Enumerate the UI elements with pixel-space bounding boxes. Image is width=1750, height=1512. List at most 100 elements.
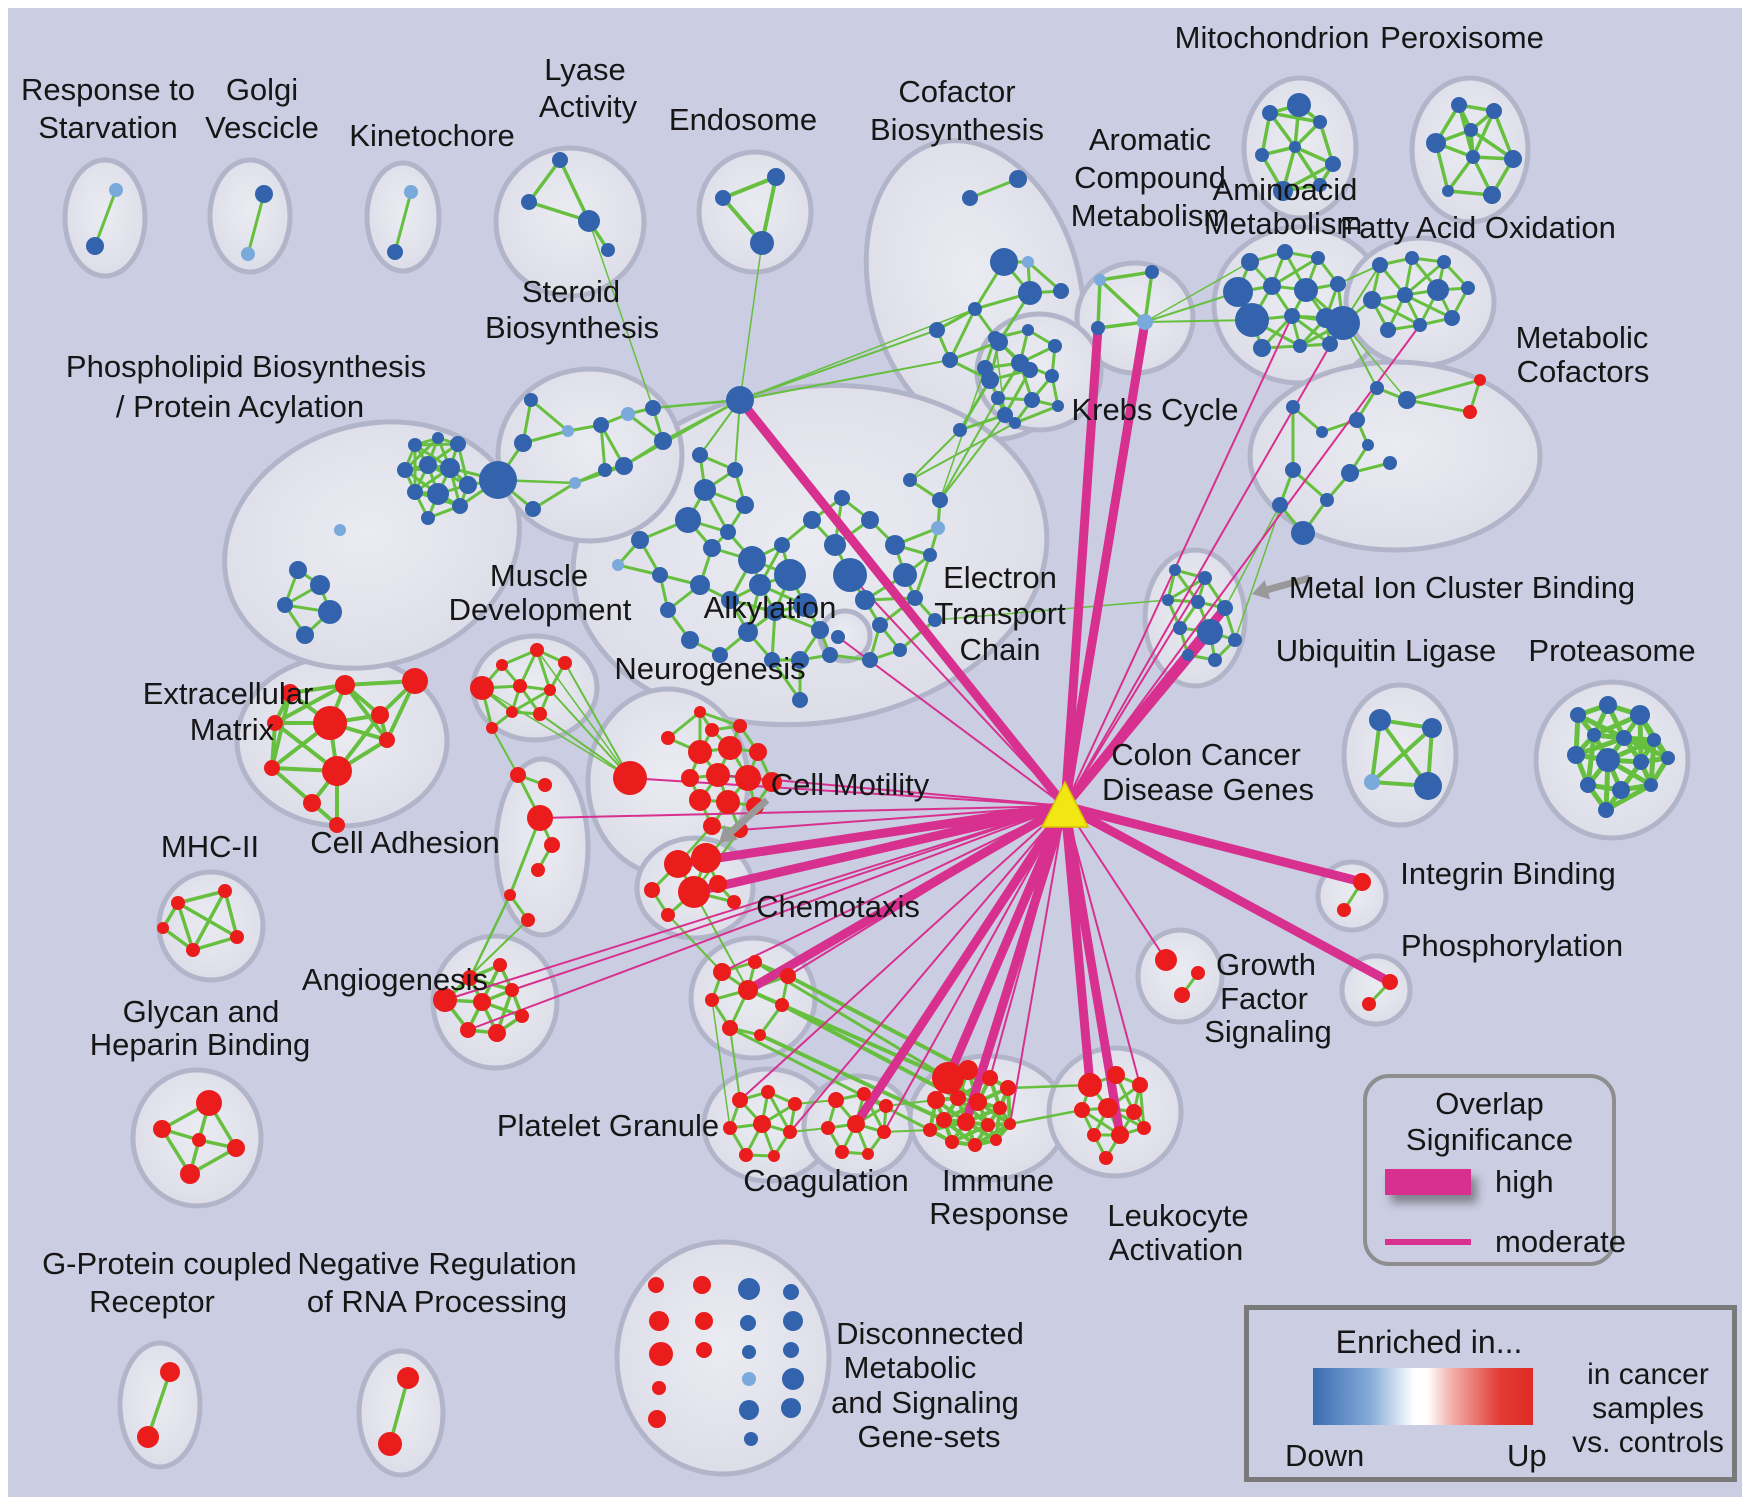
cross-cluster-edge [739, 242, 763, 401]
gene-set-edge [246, 192, 266, 256]
cross-cluster-edge [1144, 261, 1251, 323]
gene-set-node-mhc-ii [157, 922, 169, 934]
gene-set-node-metabolic-cofactors [1463, 405, 1477, 419]
gene-set-node-response-to-starvation [109, 183, 123, 197]
label-endosome: Endosome [669, 102, 817, 137]
cluster-ellipse-mhc-ii [156, 869, 266, 983]
gene-set-node-aminoacid-metabolism [1322, 336, 1338, 352]
gene-set-node-metabolic-cofactors [1291, 521, 1315, 545]
gene-set-node-aminoacid-metabolism [1284, 308, 1300, 324]
gene-set-node-cofactor-biosynthesis [953, 423, 967, 437]
gene-set-node-metabolic-cofactors [1474, 374, 1486, 386]
gene-set-node-fatty-acid-oxidation [1380, 322, 1396, 338]
gene-set-node-electron-transport-chain [822, 647, 838, 663]
gene-set-node-electron-transport-chain [791, 651, 809, 669]
gene-set-edge [223, 889, 239, 939]
gene-set-node-steroid-biosynthesis [598, 463, 612, 477]
overlap-edge-high [961, 801, 1070, 1127]
gene-set-node-disconnected-gene-sets [695, 1312, 713, 1330]
gene-set-node-platelet-granule [788, 1097, 802, 1111]
gene-set-node-leukocyte-activation [1111, 1126, 1129, 1144]
gene-set-node-lyase-activity [552, 152, 568, 168]
gene-set-node-electron-transport-chain [792, 692, 808, 708]
gene-set-node-aminoacid-metabolism [1223, 277, 1253, 307]
gene-set-node-negative-regulation-rna-processing [397, 1367, 419, 1389]
gene-set-node-glycan-heparin-binding [196, 1090, 222, 1116]
gene-set-node-metal-ion-cluster-binding [1191, 595, 1205, 609]
gene-set-node-phosphorylation [1382, 974, 1398, 990]
overlap-edge-high [673, 801, 1070, 869]
overlap-edge-moderate [1064, 805, 1141, 1086]
label-immune-response-line2: Response [929, 1196, 1069, 1231]
gene-set-node-electron-transport-chain [652, 567, 668, 583]
overlap-edge-moderate [989, 805, 1066, 1079]
gene-set-node-disconnected-gene-sets [742, 1345, 756, 1359]
overlap-legend-title-line2: Significance [1405, 1122, 1574, 1157]
gene-set-node-proteasome [1616, 730, 1632, 746]
gene-set-node-fatty-acid-oxidation [1372, 257, 1388, 273]
cross-cluster-edge [780, 1003, 960, 1100]
gene-set-node-cell-motility [678, 876, 710, 908]
gene-set-node-electron-transport-chain [855, 590, 875, 610]
gene-set-node-electron-transport-chain [932, 492, 948, 508]
gene-set-node-leukocyte-activation [1132, 1077, 1148, 1093]
gene-set-edge [1098, 278, 1147, 324]
gene-set-node-neurogenesis [762, 772, 782, 792]
gene-set-node-extracellular-matrix [329, 817, 345, 833]
gene-set-node-electron-transport-chain [862, 652, 878, 668]
label-aromatic-compound-metabolism-line1: Aromatic [1089, 122, 1211, 157]
gene-set-node-electron-transport-chain [690, 575, 710, 595]
label-proteasome: Proteasome [1528, 633, 1695, 668]
gene-set-node-proteasome [1598, 802, 1614, 818]
gene-set-node-disconnected-gene-sets [783, 1342, 799, 1358]
gene-set-node-neurogenesis [733, 719, 747, 733]
overlap-edge-moderate [849, 574, 1066, 807]
label-mhc-ii: MHC-II [161, 829, 259, 864]
gene-set-node-electron-transport-chain [811, 621, 829, 639]
gene-set-node-lyase-activity [601, 243, 615, 257]
gene-set-node-proteasome [1599, 696, 1617, 714]
enrichment-down-label: Down [1285, 1438, 1365, 1473]
gene-set-node-extracellular-matrix [402, 668, 428, 694]
gene-set-node-metal-ion-cluster-binding [1208, 653, 1222, 667]
overlap-edge-high [743, 801, 1070, 995]
label-disconnected-gene-sets-line4: Gene-sets [857, 1419, 1000, 1454]
gene-set-node-platelet-granule [739, 1148, 753, 1162]
label-peroxisome: Peroxisome [1380, 20, 1544, 55]
gene-set-node-phospholipid-biosynthesis-protein-acylation [479, 461, 517, 499]
gene-set-node-lyase-activity [578, 210, 600, 232]
gene-set-node-electron-transport-chain [631, 531, 649, 549]
gene-set-node-junction-hub [726, 386, 754, 414]
gene-set-node-krebs-cycle [1011, 354, 1029, 372]
overlap-edge-high [1060, 603, 1230, 811]
gene-set-edge [1575, 712, 1627, 741]
label-lyase-activity-line2: Activity [539, 89, 638, 124]
cross-cluster-edge [909, 422, 1016, 481]
gene-set-node-cell-adhesion [544, 837, 560, 853]
gene-set-edge [531, 481, 577, 511]
gene-set-node-neurogenesis [735, 765, 761, 791]
gene-set-node-krebs-cycle [977, 360, 993, 376]
gene-set-node-electron-transport-chain [764, 652, 780, 668]
gene-set-node-golgi-vescicle [241, 247, 255, 261]
gene-set-node-disconnected-gene-sets [781, 1398, 801, 1418]
gene-set-node-phosphorylation [1362, 997, 1376, 1011]
gene-set-node-metabolic-cofactors [1316, 426, 1328, 438]
gene-set-edge [1405, 398, 1472, 414]
gene-set-node-phospholipid-biosynthesis-protein-acylation [459, 476, 477, 494]
gene-set-node-peroxisome [1504, 150, 1522, 168]
gene-set-node-platelet-granule [768, 1150, 780, 1162]
gene-set-node-chemotaxis [780, 968, 796, 984]
gene-set-node-muscle-development [558, 656, 572, 670]
overlap-edge-moderate [739, 805, 1066, 831]
gene-set-node-electron-transport-chain [931, 521, 945, 535]
gene-set-node-fatty-acid-oxidation [1444, 310, 1460, 326]
cluster-ellipse-metal-ion-cluster-binding [1142, 547, 1248, 689]
gene-set-node-metal-ion-cluster-binding [1217, 600, 1233, 616]
cross-cluster-edge [934, 599, 1169, 621]
cross-cluster-edge [739, 359, 951, 401]
label-phospholipid-biosynthesis-protein-acylation-line2: / Protein Acylation [116, 389, 364, 424]
label-extracellular-matrix-line2: Matrix [190, 712, 275, 747]
gene-set-node-cofactor-biosynthesis [997, 407, 1013, 423]
label-electron-transport-chain-line2: Transport [934, 596, 1066, 631]
